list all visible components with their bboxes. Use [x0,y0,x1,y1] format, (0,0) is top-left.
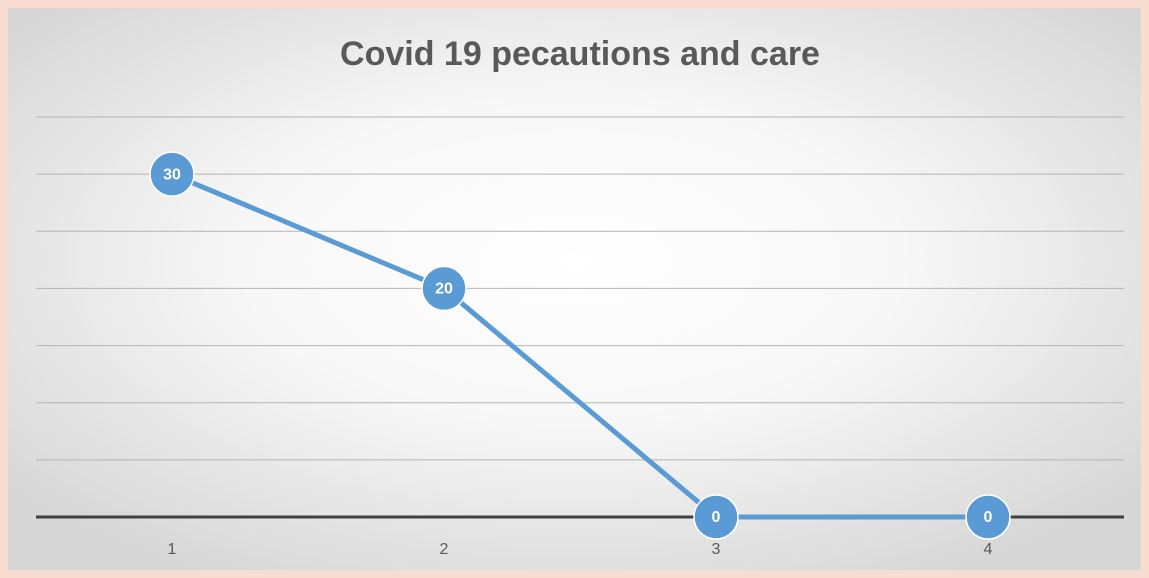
data-label: 30 [163,166,181,183]
data-label: 20 [435,281,453,298]
data-point [965,494,1011,540]
x-tick-label: 3 [712,541,721,558]
data-label: 0 [984,509,993,526]
data-point [421,265,467,312]
chart-title: Covid 19 pecautions and care [340,35,820,73]
series-line [171,171,988,520]
x-tick-label: 2 [440,541,449,558]
x-tick-label: 4 [984,541,993,558]
x-tick-label: 1 [168,541,177,558]
data-point [693,494,739,540]
chart-area [8,8,1141,570]
data-label: 0 [712,509,721,526]
data-point [149,151,195,197]
